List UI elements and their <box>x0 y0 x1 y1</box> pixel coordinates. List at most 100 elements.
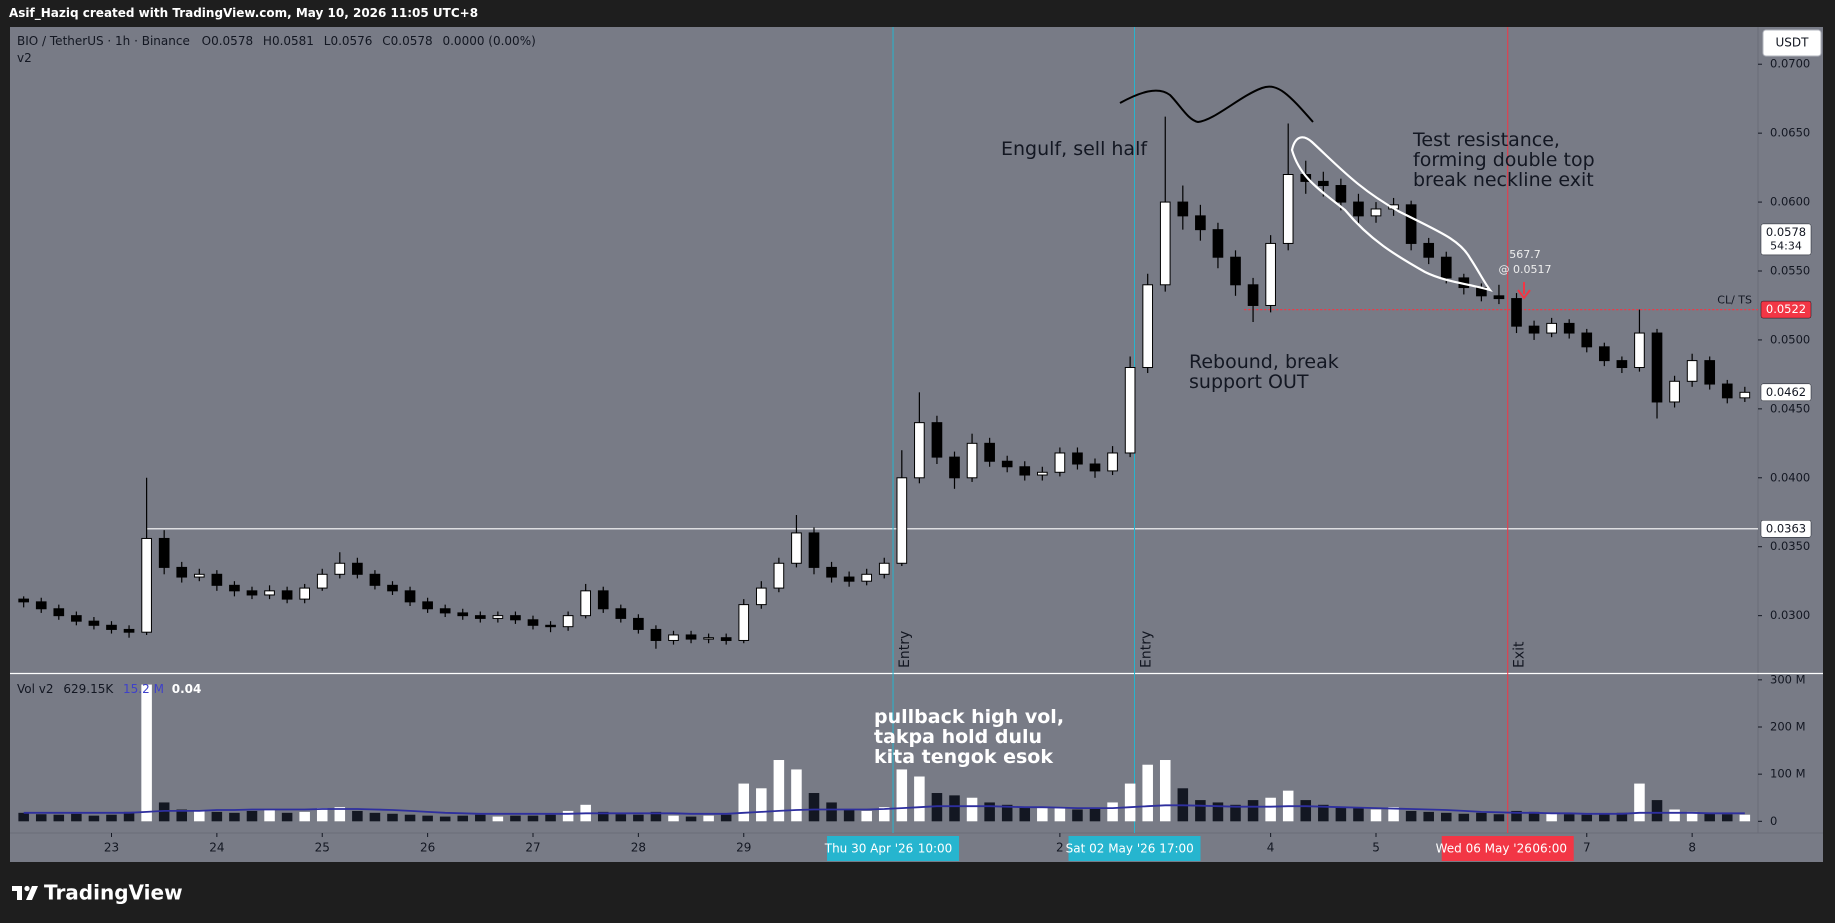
volume-bar <box>387 813 398 822</box>
volume-bar <box>1634 783 1645 822</box>
trade-price: @ 0.0517 <box>1498 263 1552 276</box>
vertical-line-label: Entry <box>1139 631 1155 668</box>
volume-bar <box>1142 764 1153 822</box>
volume-bar <box>281 812 293 822</box>
price-box <box>1760 383 1812 402</box>
candle-body <box>334 562 346 575</box>
volume-title: Vol v2 <box>17 682 54 696</box>
x-tick-label: 5 <box>1372 841 1380 855</box>
volume-last: 629.15K <box>63 682 114 696</box>
volume-bar <box>1037 808 1048 822</box>
candle-body <box>1142 284 1154 369</box>
candle-body <box>1265 242 1276 306</box>
candle-body <box>650 628 662 641</box>
candle-body <box>685 634 697 640</box>
volume-ma-line <box>23 804 1745 815</box>
ohlc-open: O0.0578 <box>201 34 254 48</box>
y-tick-label: 200 M <box>1770 720 1806 734</box>
annotation-line: Test resistance, <box>1413 129 1560 151</box>
candle-body <box>474 615 486 619</box>
volume-bar <box>791 769 802 822</box>
candle-body <box>18 598 30 603</box>
annotation-line: break neckline exit <box>1413 169 1594 191</box>
candle-body <box>1036 471 1048 476</box>
volume-bar <box>1335 807 1347 822</box>
candle-body <box>422 601 433 610</box>
currency-label[interactable]: USDT <box>1776 36 1810 50</box>
volume-bar <box>1159 760 1171 822</box>
candle-body <box>755 587 767 606</box>
volume-bar <box>878 807 890 822</box>
annotation-line: support OUT <box>1189 371 1309 393</box>
brand-logo <box>12 885 38 900</box>
candle-body <box>299 587 311 600</box>
volume-bar <box>1563 814 1575 822</box>
x-tick-label: 24 <box>209 841 224 855</box>
candle-body <box>1247 284 1259 306</box>
candle-body <box>369 573 381 586</box>
exit-arrow <box>1517 282 1531 300</box>
volume-bar <box>1669 809 1680 822</box>
volume-bar <box>931 793 943 822</box>
logo-part <box>24 885 30 892</box>
candle-body <box>861 573 873 582</box>
volume-bar <box>1195 800 1206 822</box>
indicator-version: v2 <box>17 51 32 65</box>
x-tick-label: 25 <box>315 841 330 855</box>
candle-body <box>141 537 152 633</box>
candle-body <box>1493 295 1505 300</box>
candle-body <box>1528 325 1540 334</box>
volume-bar <box>1072 809 1083 822</box>
candle-body <box>1686 360 1698 382</box>
candle-body <box>510 615 521 621</box>
trade-label: 567.7 @ 0.0517 <box>1495 247 1555 277</box>
volume-bar <box>53 814 65 822</box>
volume-bar <box>18 812 29 822</box>
currency-box[interactable] <box>1762 29 1822 57</box>
candle-body <box>1616 360 1628 369</box>
annotation: Engulf, sell half <box>1001 138 1148 160</box>
volume-bar <box>158 802 170 822</box>
candle-body <box>703 637 714 640</box>
brand-name: TradingView <box>44 881 183 905</box>
volume-bar <box>404 814 416 822</box>
volume-bar <box>1212 802 1224 822</box>
candle-body <box>1230 256 1241 286</box>
candle-body <box>791 532 802 564</box>
volume-bar <box>527 815 539 822</box>
candle-body <box>1581 332 1593 348</box>
volume-bar <box>773 760 785 822</box>
volume-bar <box>896 769 908 822</box>
volume-bar <box>562 810 574 822</box>
candle-body <box>1001 460 1013 468</box>
volume-bar <box>352 810 363 822</box>
candle-body <box>439 608 451 614</box>
candle-body <box>896 477 908 564</box>
volume-bar <box>650 811 662 822</box>
candle-body <box>316 573 328 589</box>
y-tick-label: 0.0500 <box>1770 332 1810 346</box>
volume-bar <box>1405 810 1417 822</box>
candle-body <box>1317 180 1329 187</box>
volume-bar <box>1546 813 1557 822</box>
annotation: Test resistance, forming double top brea… <box>1413 130 1595 190</box>
volume-bar <box>756 788 767 822</box>
price-box <box>1760 223 1812 256</box>
candle-body <box>1335 185 1347 203</box>
volume-bar <box>71 813 82 822</box>
credit: Asif_Haziq created with TradingView.com,… <box>9 6 479 20</box>
candle-body <box>1546 322 1557 334</box>
logo-part <box>26 886 38 900</box>
x-tick-label: 23 <box>104 841 119 855</box>
time-highlight <box>1068 836 1201 861</box>
candle-body <box>404 590 416 603</box>
volume-bar <box>1528 811 1540 822</box>
candle-body <box>984 442 995 462</box>
candle-body <box>158 537 170 568</box>
volume-bar <box>1458 813 1470 822</box>
x-tick-label: 4 <box>1267 841 1275 855</box>
time-highlight-time: 17:00 <box>1159 842 1194 856</box>
x-tick-label: 28 <box>631 841 646 855</box>
volume-bar <box>1440 812 1452 822</box>
